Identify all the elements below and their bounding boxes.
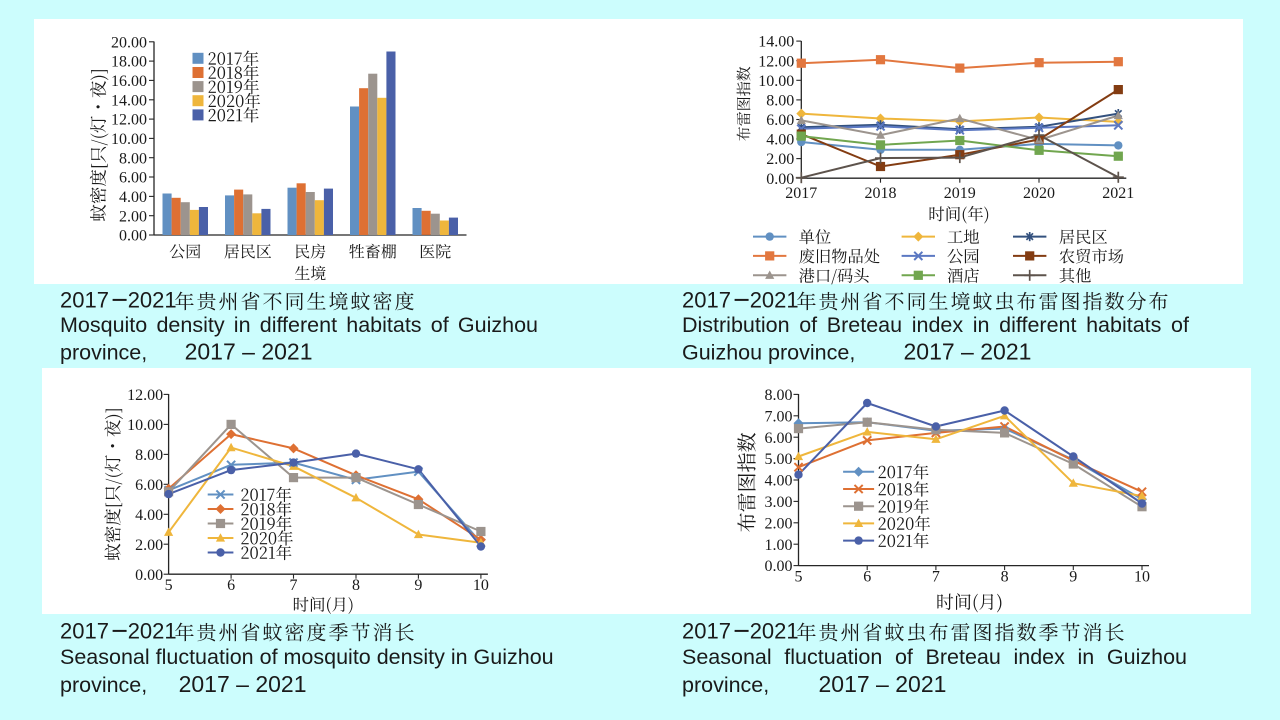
svg-text:6.00: 6.00 — [766, 112, 794, 129]
svg-text:2017 – 2021: 2017 – 2021 — [819, 671, 947, 697]
svg-text:10.00: 10.00 — [758, 73, 794, 90]
svg-text:0.00: 0.00 — [135, 567, 163, 584]
svg-text:0.00: 0.00 — [766, 171, 794, 188]
svg-text:8.00: 8.00 — [119, 150, 147, 167]
svg-text:2018: 2018 — [865, 185, 897, 202]
svg-text:1.00: 1.00 — [765, 537, 793, 554]
svg-text:10.00: 10.00 — [111, 131, 147, 148]
svg-text:6.00: 6.00 — [119, 170, 147, 187]
svg-text:2017 – 2021: 2017 – 2021 — [179, 671, 307, 697]
svg-text:2017 – 2021: 2017 – 2021 — [185, 339, 313, 365]
svg-text:9: 9 — [1069, 569, 1077, 586]
svg-text:3.00: 3.00 — [765, 494, 793, 511]
svg-text:2.00: 2.00 — [135, 537, 163, 554]
svg-text:2017: 2017 — [682, 619, 731, 644]
svg-text:province,: province, — [60, 341, 147, 365]
svg-text:9: 9 — [414, 577, 422, 594]
svg-text:8: 8 — [1001, 569, 1009, 586]
svg-text:10.00: 10.00 — [127, 417, 163, 434]
svg-text:7: 7 — [932, 569, 940, 586]
svg-text:12.00: 12.00 — [111, 112, 147, 129]
svg-text:6: 6 — [227, 577, 235, 594]
svg-text:10: 10 — [1134, 569, 1150, 586]
svg-text:8.00: 8.00 — [135, 447, 163, 464]
svg-text:2017: 2017 — [682, 288, 731, 313]
svg-text:2021: 2021 — [750, 288, 799, 313]
svg-text:20.00: 20.00 — [111, 34, 147, 51]
svg-text:12.00: 12.00 — [758, 53, 794, 70]
svg-text:8: 8 — [352, 577, 360, 594]
svg-text:6.00: 6.00 — [765, 430, 793, 447]
svg-text:6.00: 6.00 — [135, 477, 163, 494]
svg-text:5: 5 — [795, 569, 803, 586]
svg-text:5: 5 — [165, 577, 173, 594]
svg-text:14.00: 14.00 — [758, 34, 794, 51]
svg-text:2.00: 2.00 — [119, 208, 147, 225]
svg-text:8.00: 8.00 — [765, 387, 793, 404]
svg-text:16.00: 16.00 — [111, 73, 147, 90]
svg-text:2017: 2017 — [785, 185, 817, 202]
svg-text:4.00: 4.00 — [135, 507, 163, 524]
svg-text:4.00: 4.00 — [119, 189, 147, 206]
svg-text:2019: 2019 — [944, 185, 976, 202]
svg-text:2021: 2021 — [128, 619, 177, 644]
svg-text:2021: 2021 — [128, 288, 177, 313]
svg-text:18.00: 18.00 — [111, 54, 147, 71]
svg-text:province,: province, — [60, 673, 147, 697]
svg-text:province,: province, — [682, 673, 769, 697]
svg-text:0.00: 0.00 — [119, 228, 147, 245]
svg-text:2.00: 2.00 — [766, 151, 794, 168]
svg-text:4.00: 4.00 — [765, 473, 793, 490]
svg-text:2.00: 2.00 — [765, 515, 793, 532]
svg-text:10: 10 — [473, 577, 489, 594]
svg-text:2021: 2021 — [1102, 185, 1134, 202]
svg-text:6: 6 — [863, 569, 871, 586]
svg-text:2017: 2017 — [60, 619, 109, 644]
svg-text:14.00: 14.00 — [111, 92, 147, 109]
svg-text:7: 7 — [290, 577, 298, 594]
svg-text:12.00: 12.00 — [127, 387, 163, 404]
svg-text:4.00: 4.00 — [766, 132, 794, 149]
svg-text:2017 – 2021: 2017 – 2021 — [904, 339, 1032, 365]
svg-text:Guizhou province,: Guizhou province, — [682, 341, 855, 365]
svg-text:8.00: 8.00 — [766, 93, 794, 110]
svg-text:2020: 2020 — [1023, 185, 1055, 202]
svg-text:2017: 2017 — [60, 288, 109, 313]
svg-text:5.00: 5.00 — [765, 451, 793, 468]
svg-text:7.00: 7.00 — [765, 408, 793, 425]
svg-text:2021: 2021 — [750, 619, 799, 644]
svg-text:0.00: 0.00 — [765, 558, 793, 575]
